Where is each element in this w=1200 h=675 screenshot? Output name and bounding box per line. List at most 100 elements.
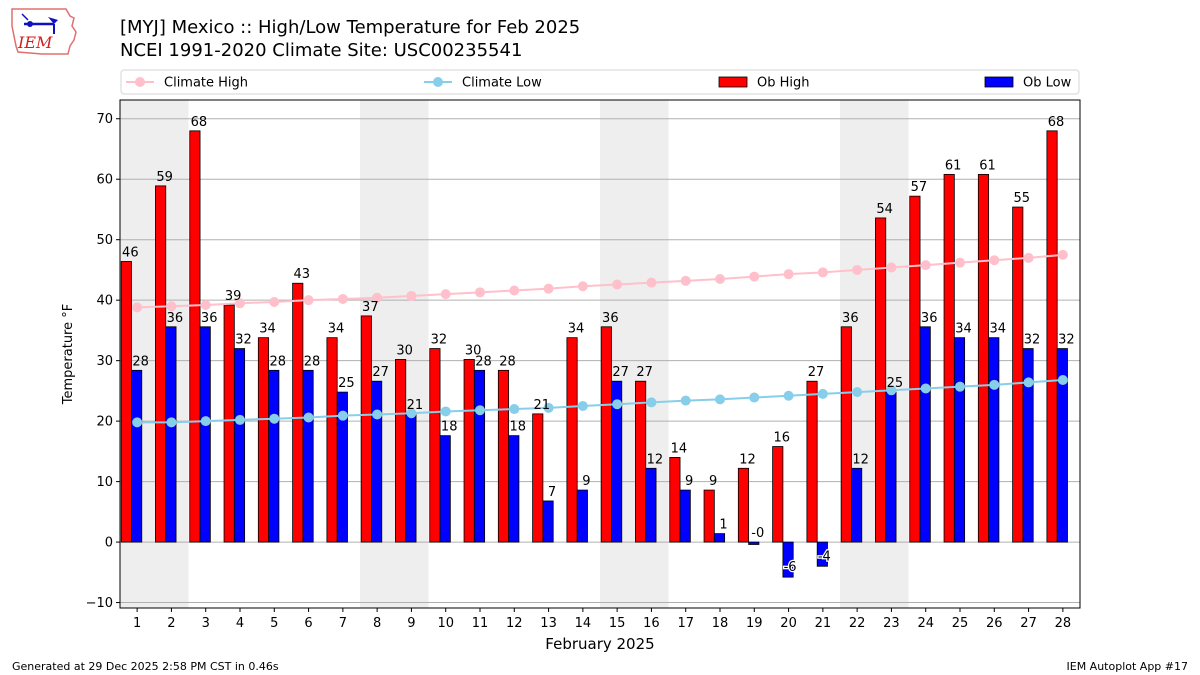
ob-high-bar xyxy=(155,185,167,543)
ob-high-bar xyxy=(326,337,338,543)
ob-high-bar-label: 36 xyxy=(842,311,859,326)
ob-low-bar-label: -4 xyxy=(818,549,831,564)
ob-high-bar-label: 27 xyxy=(808,365,825,380)
x-tick-label: 24 xyxy=(917,616,934,631)
climate-low-point xyxy=(132,417,143,428)
ob-high-bar xyxy=(772,446,784,543)
x-tick-label: 2 xyxy=(167,616,175,631)
climate-low-point xyxy=(817,388,828,399)
climate-high-point xyxy=(646,277,657,288)
x-tick-label: 12 xyxy=(506,616,523,631)
climate-high-point xyxy=(337,293,348,304)
climate-low-point xyxy=(715,394,725,405)
ob-low-bar xyxy=(782,541,794,578)
climate-high-point xyxy=(920,260,931,271)
ob-low-bar xyxy=(679,489,691,543)
x-tick-label: 8 xyxy=(373,616,381,631)
climate-high-line xyxy=(137,253,1063,309)
climate-high-point xyxy=(749,271,760,282)
ob-high-bar-label: 27 xyxy=(636,365,653,380)
climate-low-point xyxy=(509,404,520,415)
y-tick-label: −10 xyxy=(86,596,113,611)
climate-low-point xyxy=(303,412,314,423)
y-tick-label: 50 xyxy=(96,233,113,248)
ob-low-bar-label: 27 xyxy=(372,365,389,380)
ob-low-bar-label: 28 xyxy=(269,354,286,369)
climate-high-point xyxy=(989,255,1000,266)
y-tick-label: 10 xyxy=(96,475,113,490)
ob-low-bar-label: 28 xyxy=(475,354,492,369)
ob-low-bar-label: 34 xyxy=(955,322,972,337)
ob-low-bar-label: -6 xyxy=(784,560,797,575)
ob-low-bar xyxy=(953,337,966,543)
ob-low-bar-label: 1 xyxy=(719,518,727,533)
ob-low-bar-label: 18 xyxy=(441,420,458,435)
ob-low-bar xyxy=(645,467,657,543)
chart-title: [MYJ] Mexico :: High/Low Temperature for… xyxy=(120,17,581,38)
ob-low-bar xyxy=(748,541,760,545)
ob-low-bar xyxy=(851,467,863,543)
plot-frame xyxy=(119,99,1081,609)
x-tick-label: 7 xyxy=(339,616,347,631)
climate-low-point xyxy=(680,395,691,406)
climate-high-point xyxy=(543,283,554,294)
climate-high-point xyxy=(852,264,863,275)
climate-high-point xyxy=(166,301,177,312)
ob-high-bar-label: 55 xyxy=(1013,191,1030,206)
legend-climate-low-marker-icon xyxy=(433,77,443,87)
climate-low-point xyxy=(783,390,794,401)
x-tick-label: 28 xyxy=(1055,616,1072,631)
climate-high-point xyxy=(612,279,623,290)
ob-high-bar xyxy=(875,217,887,543)
x-tick-label: 6 xyxy=(304,616,312,631)
ob-low-bar xyxy=(233,348,246,543)
y-tick-label: 0 xyxy=(105,536,113,551)
ob-low-bar xyxy=(919,326,931,543)
ob-low-bar-label: 7 xyxy=(548,485,556,500)
ob-high-bar xyxy=(292,282,304,543)
ob-high-bar-label: 68 xyxy=(1048,115,1065,130)
y-tick-label: 40 xyxy=(96,294,113,309)
climate-low-point xyxy=(475,405,485,416)
x-tick-label: 14 xyxy=(575,616,592,631)
x-tick-label: 23 xyxy=(883,616,900,631)
ob-low-bar xyxy=(816,541,828,567)
legend-climate-high-label: Climate High xyxy=(164,76,248,91)
ob-high-bar-label: 59 xyxy=(156,170,173,185)
ob-high-bar-label: 34 xyxy=(568,322,585,337)
ob-high-bar xyxy=(806,380,818,543)
ob-high-bar-label: 43 xyxy=(293,267,310,282)
x-tick-label: 27 xyxy=(1020,616,1037,631)
ob-low-bar-label: 9 xyxy=(685,474,693,489)
climate-high-point xyxy=(886,262,897,273)
legend-ob-low-label: Ob Low xyxy=(1023,76,1072,91)
ob-high-bar-label: 30 xyxy=(396,343,413,358)
climate-high-point xyxy=(955,257,965,268)
legend-box xyxy=(120,69,1080,95)
ob-high-bar-label: 54 xyxy=(876,202,893,217)
ob-high-bar xyxy=(463,359,475,543)
climate-low-point xyxy=(612,399,623,410)
climate-high-point xyxy=(509,285,520,296)
x-tick-label: 20 xyxy=(780,616,797,631)
x-tick-label: 9 xyxy=(407,616,415,631)
ob-low-bar-label: 25 xyxy=(887,376,904,391)
ob-high-bar xyxy=(532,413,544,543)
ob-high-bar xyxy=(977,173,990,543)
ob-high-bar xyxy=(1046,130,1058,543)
ob-low-bar-label: 28 xyxy=(132,354,149,369)
ob-low-bar-label: 34 xyxy=(989,322,1006,337)
ob-high-bar-label: 30 xyxy=(465,343,482,358)
x-tick-label: 22 xyxy=(849,616,866,631)
climate-low-point xyxy=(920,383,931,394)
y-axis-label: Temperature °F xyxy=(61,304,76,405)
climate-low-point xyxy=(543,402,554,413)
climate-low-point xyxy=(886,385,897,396)
ob-low-bar-label: 32 xyxy=(1024,333,1041,348)
x-tick-label: 19 xyxy=(746,616,763,631)
ob-low-bar-label: 12 xyxy=(852,452,869,467)
legend-ob-high-label: Ob High xyxy=(757,76,810,91)
ob-high-bar xyxy=(909,195,921,543)
x-tick-label: 21 xyxy=(815,616,832,631)
